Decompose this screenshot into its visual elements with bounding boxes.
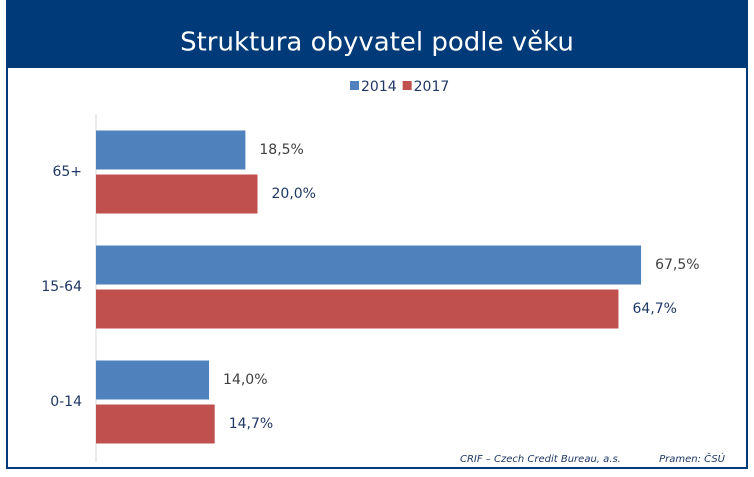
y-tick-label: 15-64 <box>41 279 82 295</box>
value-label: 20,0% <box>272 186 316 202</box>
value-label: 14,7% <box>229 416 273 432</box>
bar <box>96 245 642 285</box>
value-label: 64,7% <box>632 301 676 317</box>
value-label: 14,0% <box>223 372 267 388</box>
bar <box>96 289 619 329</box>
value-label: 67,5% <box>655 257 699 273</box>
bar <box>96 360 210 400</box>
y-tick-label: 65+ <box>52 164 82 180</box>
bar <box>96 174 258 214</box>
y-tick-label: 0-14 <box>50 394 82 410</box>
legend-label: 2014 <box>361 79 397 95</box>
legend-swatch <box>350 81 359 90</box>
value-label: 18,5% <box>259 142 303 158</box>
chart-title: Struktura obyvatel podle věku <box>180 28 574 58</box>
source-note: Pramen: ČSÚ <box>659 452 726 465</box>
source-note: CRIF – Czech Credit Bureau, a.s. <box>460 454 621 465</box>
title-bar <box>7 0 747 68</box>
legend-label: 2017 <box>414 79 450 95</box>
bar <box>96 404 215 444</box>
legend-swatch <box>402 81 412 90</box>
bar <box>96 130 246 170</box>
